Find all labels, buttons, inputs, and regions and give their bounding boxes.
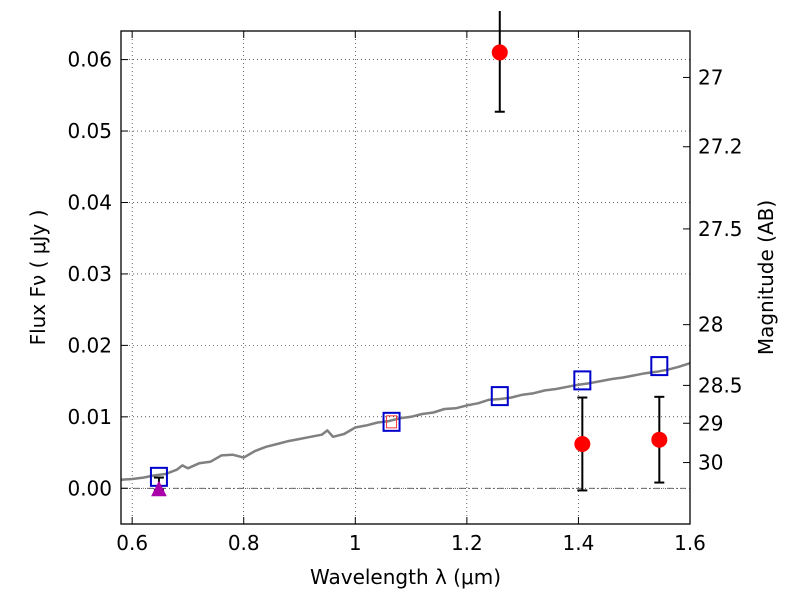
x-tick-label: 1.6: [674, 531, 706, 555]
x-tick-label: 0.8: [228, 531, 260, 555]
x-tick-label: 0.6: [116, 531, 148, 555]
y-axis-label: Flux Fν ( μJy ): [26, 210, 50, 346]
y-tick-label: 0.04: [67, 190, 112, 214]
magnitude-tick-label: 27: [698, 65, 723, 89]
model-square-marker: [490, 386, 509, 407]
magnitude-axis-label: Magnitude (AB): [754, 200, 778, 355]
error-bars: [153, 10, 665, 492]
model-square-marker: [650, 356, 669, 377]
y-tick-label: 0.05: [67, 119, 112, 143]
magnitude-axis-ticks: 27 27.2 27.5 28 28.5 29 30: [683, 65, 743, 475]
x-tick-label: 1.2: [451, 531, 483, 555]
y-axis-ticks: 0.00 0.01 0.02 0.03 0.04 0.05 0.06: [67, 48, 128, 500]
x-axis-ticks: 0.6 0.8 1 1.2 1.4 1.6: [116, 31, 706, 555]
model-spectrum-series: [120, 362, 691, 481]
y-tick-label: 0.02: [67, 333, 112, 357]
model-square-marker: [382, 411, 401, 432]
magnitude-tick-label: 28: [698, 313, 723, 337]
magnitude-tick-label: 30: [698, 451, 723, 475]
plot-frame: [120, 30, 691, 525]
observed-circle-marker: [651, 431, 668, 448]
spectrum-line: [120, 362, 691, 481]
observed-circle-marker: [574, 435, 591, 452]
x-axis-label: Wavelength λ (μm): [310, 565, 501, 589]
magnitude-tick-label: 27.5: [698, 217, 743, 241]
upper-limit-triangle-marker: [151, 480, 167, 497]
model-square-marker: [573, 370, 592, 391]
magnitude-tick-label: 28.5: [698, 373, 743, 397]
magnitude-tick-label: 29: [698, 411, 723, 435]
x-tick-label: 1: [349, 531, 362, 555]
grid-lines: [121, 31, 691, 524]
overlap-square-marker: [386, 415, 398, 429]
y-tick-label: 0.06: [67, 48, 112, 72]
magnitude-tick-label: 27.2: [698, 135, 743, 159]
x-tick-label: 1.4: [563, 531, 595, 555]
y-tick-label: 0.03: [67, 262, 112, 286]
y-tick-label: 0.00: [67, 476, 112, 500]
y-tick-label: 0.01: [67, 405, 112, 429]
observed-circle-marker: [491, 44, 508, 61]
data-markers: [149, 44, 669, 497]
